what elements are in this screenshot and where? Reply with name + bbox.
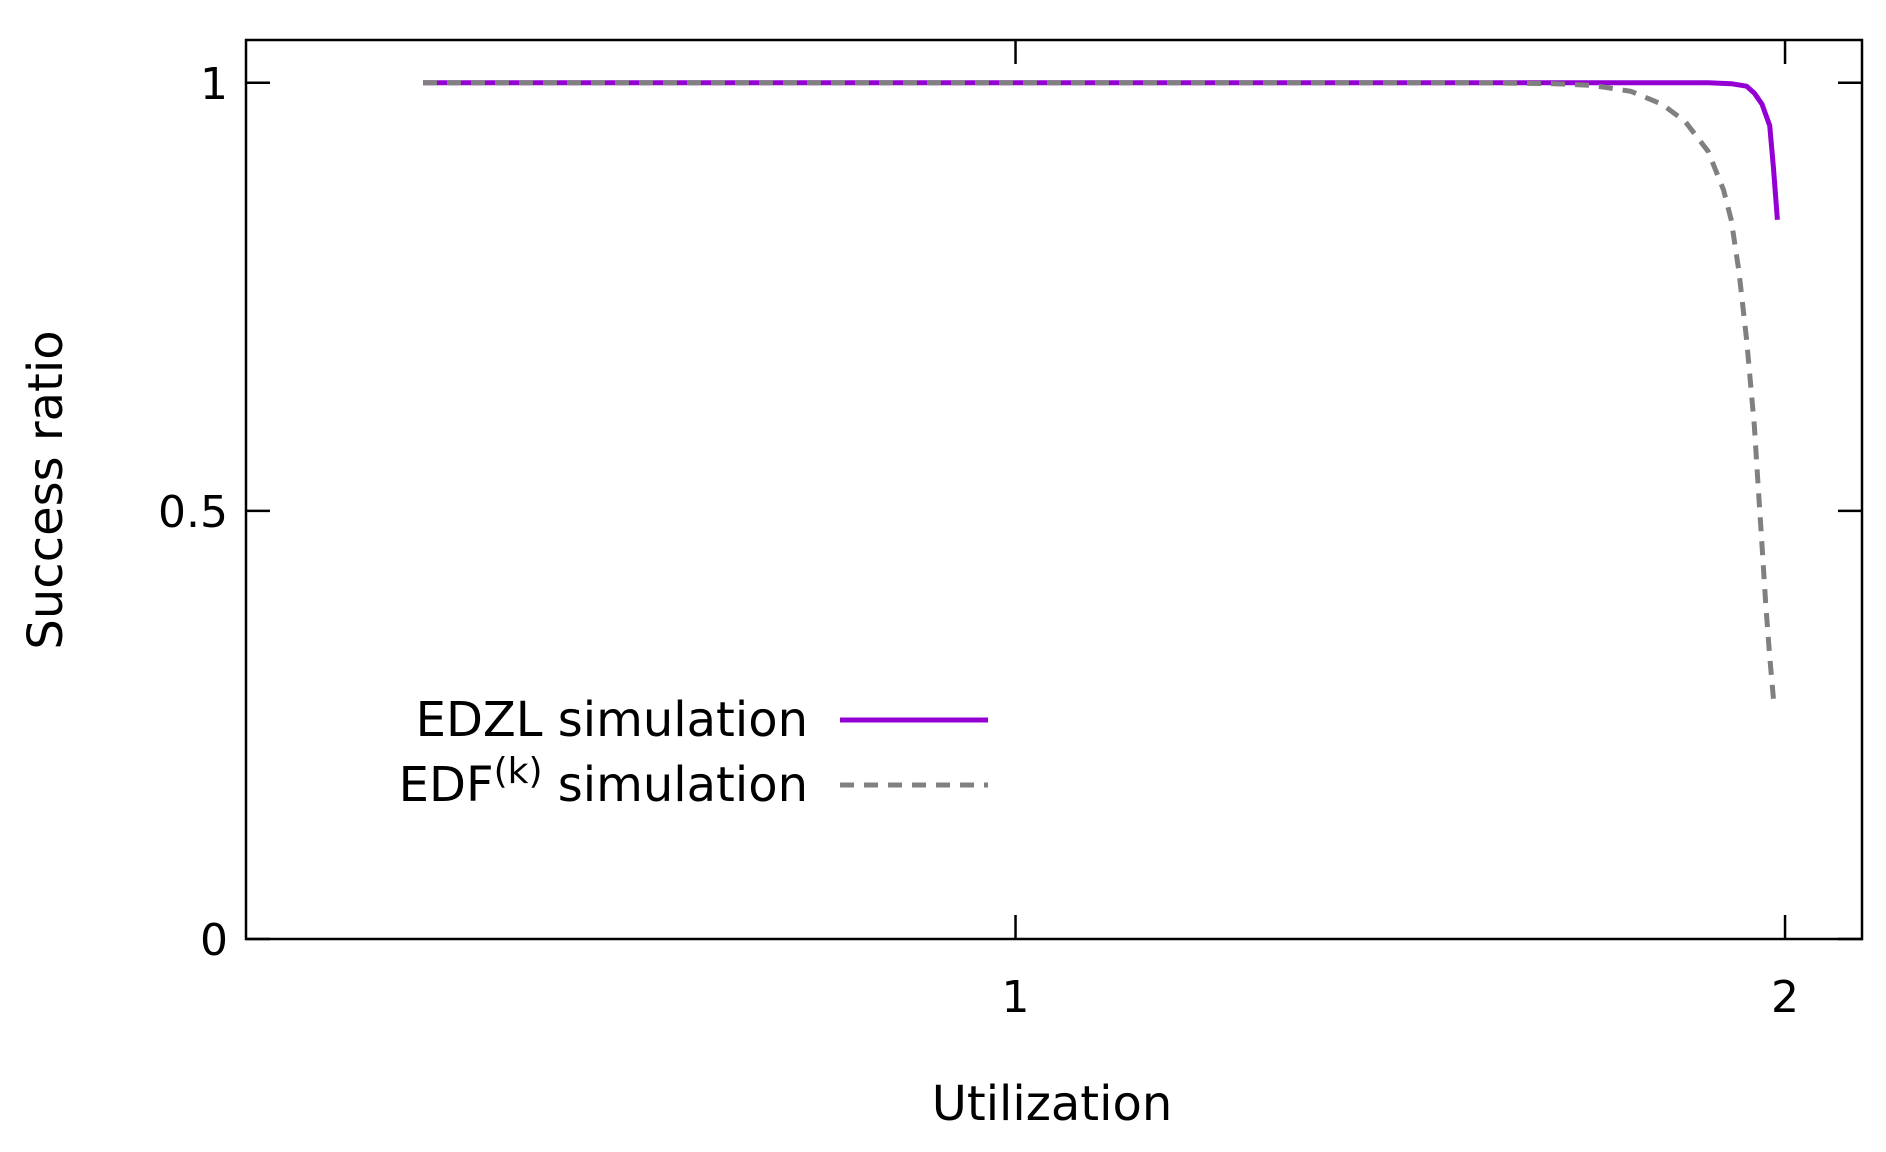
y-tick-label: 0.5 bbox=[158, 487, 228, 538]
plot-frame bbox=[244, 38, 1864, 941]
y-tick-label: 1 bbox=[200, 59, 228, 110]
series-lines bbox=[423, 80, 1780, 700]
x-axis-label: Utilization bbox=[932, 1076, 1173, 1132]
y-axis-label: Success ratio bbox=[18, 330, 74, 649]
axis-ticks: 0 0.5 1 1 2 bbox=[158, 40, 1862, 1023]
y-tick-label: 0 bbox=[200, 915, 228, 966]
x-tick-label: 2 bbox=[1771, 972, 1799, 1023]
x-tick-label: 1 bbox=[1002, 972, 1030, 1023]
legend-label: EDF(k) simulation bbox=[399, 751, 808, 813]
legend-label: EDZL simulation bbox=[416, 692, 808, 748]
series-line-edzl bbox=[423, 80, 1780, 220]
series-line-edfk bbox=[423, 80, 1776, 700]
